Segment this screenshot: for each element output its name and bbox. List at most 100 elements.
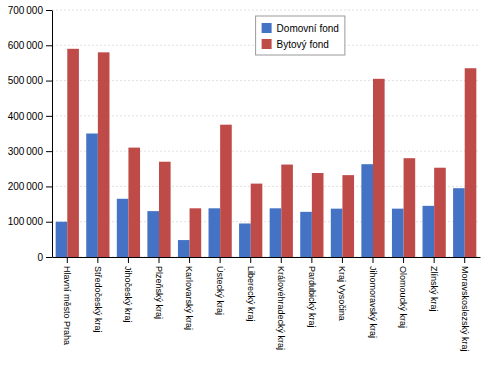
bar (281, 165, 293, 257)
bar (178, 240, 190, 257)
x-tick-mark (403, 257, 404, 263)
grid-line (52, 10, 480, 11)
x-tick: Jihočeský kraj (123, 257, 133, 323)
grid-line (52, 221, 480, 222)
x-axis-line (53, 257, 481, 258)
y-tick: 600 000 (8, 40, 52, 51)
y-tick-label: 0 (37, 252, 43, 263)
legend-label: Bytový fond (277, 39, 329, 50)
legend: Domovní fond Bytový fond (256, 16, 345, 55)
bar (159, 162, 171, 257)
bar (342, 175, 354, 257)
bar (147, 211, 159, 257)
x-tick-label: Olomoucký kraj (398, 266, 408, 328)
y-tick-label: 200 000 (8, 181, 44, 192)
x-tick-label: Středočeský kraj (93, 266, 103, 333)
x-tick: Zlínský kraj (429, 257, 439, 312)
x-tick: Královéhradecký kraj (276, 257, 286, 350)
x-tick: Jihomoravský kraj (368, 257, 378, 338)
bar (392, 209, 404, 257)
x-tick-mark (159, 257, 160, 263)
bar (270, 208, 282, 257)
x-tick-mark (373, 257, 374, 263)
y-tick: 200 000 (8, 181, 52, 192)
legend-swatch (262, 23, 272, 33)
y-tick: 700 000 (8, 5, 52, 16)
y-tick-label: 100 000 (8, 216, 44, 227)
y-tick-mark (46, 222, 52, 223)
grid (52, 10, 480, 257)
y-tick-label: 300 000 (8, 146, 44, 157)
x-tick: Kraj Vysočina (337, 257, 347, 321)
x-tick-label: Hlavní město Praha (62, 266, 72, 345)
x-tick-mark (250, 257, 251, 263)
x-tick-label: Jihomoravský kraj (368, 266, 378, 338)
x-tick-label: Moravskoslezský kraj (460, 266, 470, 352)
grid-line (52, 80, 480, 81)
legend-box (256, 16, 345, 55)
y-tick-mark (46, 45, 52, 46)
y-tick: 0 (37, 252, 52, 263)
bar (300, 212, 312, 257)
legend-item: Bytový fond (262, 39, 329, 50)
bar (331, 209, 343, 257)
bar-series (67, 49, 476, 257)
bar (251, 184, 263, 257)
bar (312, 173, 324, 257)
bar (190, 208, 202, 257)
bar (67, 49, 79, 257)
chart: 0 100 000 200 000 300 000 400 000 500 000 600 … (0, 0, 492, 365)
y-tick-mark (46, 116, 52, 117)
x-tick-mark (311, 257, 312, 263)
grid-line (52, 151, 480, 152)
grid-line (52, 257, 480, 258)
x-tick-mark (128, 257, 129, 263)
bar (56, 222, 68, 257)
bar (423, 206, 435, 257)
x-tick: Liberecký kraj (246, 257, 256, 322)
x-tick-mark (342, 257, 343, 263)
bar (128, 148, 140, 257)
x-tick-mark (434, 257, 435, 263)
x-tick-mark (189, 257, 190, 263)
x-axis: Hlavní město Praha Středočeský kraj Jihoče… (53, 257, 481, 352)
x-tick-label: Plzeňský kraj (154, 266, 164, 319)
plot-area: 0 100 000 200 000 300 000 400 000 500 000 600 … (8, 5, 481, 352)
x-tick: Pardubický kraj (307, 257, 317, 328)
x-tick-mark (464, 257, 465, 263)
bar (373, 79, 385, 257)
legend-label: Domovní fond (277, 23, 339, 34)
x-tick-label: Královéhradecký kraj (276, 266, 286, 350)
bar (404, 158, 416, 257)
x-tick: Plzeňský kraj (154, 257, 164, 319)
x-tick-label: Kraj Vysočina (337, 266, 347, 321)
y-tick-mark (46, 186, 52, 187)
y-tick-label: 400 000 (8, 111, 44, 122)
x-tick-label: Liberecký kraj (246, 266, 256, 322)
legend-item: Domovní fond (262, 23, 339, 34)
bar (239, 223, 251, 257)
y-tick-label: 500 000 (8, 75, 44, 86)
y-tick: 400 000 (8, 111, 52, 122)
x-tick: Olomoucký kraj (398, 257, 408, 328)
bars (56, 49, 477, 257)
x-tick-label: Ústecký kraj (215, 266, 225, 315)
y-tick: 100 000 (8, 216, 52, 227)
y-tick-mark (46, 81, 52, 82)
y-tick-label: 700 000 (8, 5, 44, 16)
x-tick-mark (67, 257, 68, 263)
x-tick: Hlavní město Praha (62, 257, 72, 345)
x-tick-label: Jihočeský kraj (123, 266, 133, 323)
y-tick: 500 000 (8, 75, 52, 86)
x-tick-label: Pardubický kraj (307, 266, 317, 328)
y-tick: 300 000 (8, 146, 52, 157)
y-axis-line (52, 11, 53, 258)
grid-line (52, 186, 480, 187)
bar (98, 52, 110, 257)
grid-line (52, 115, 480, 116)
x-tick: Moravskoslezský kraj (460, 257, 470, 352)
y-tick-mark (46, 257, 52, 258)
y-axis: 0 100 000 200 000 300 000 400 000 500 000 600 … (8, 5, 53, 263)
bar (86, 134, 98, 258)
bar (453, 188, 465, 257)
